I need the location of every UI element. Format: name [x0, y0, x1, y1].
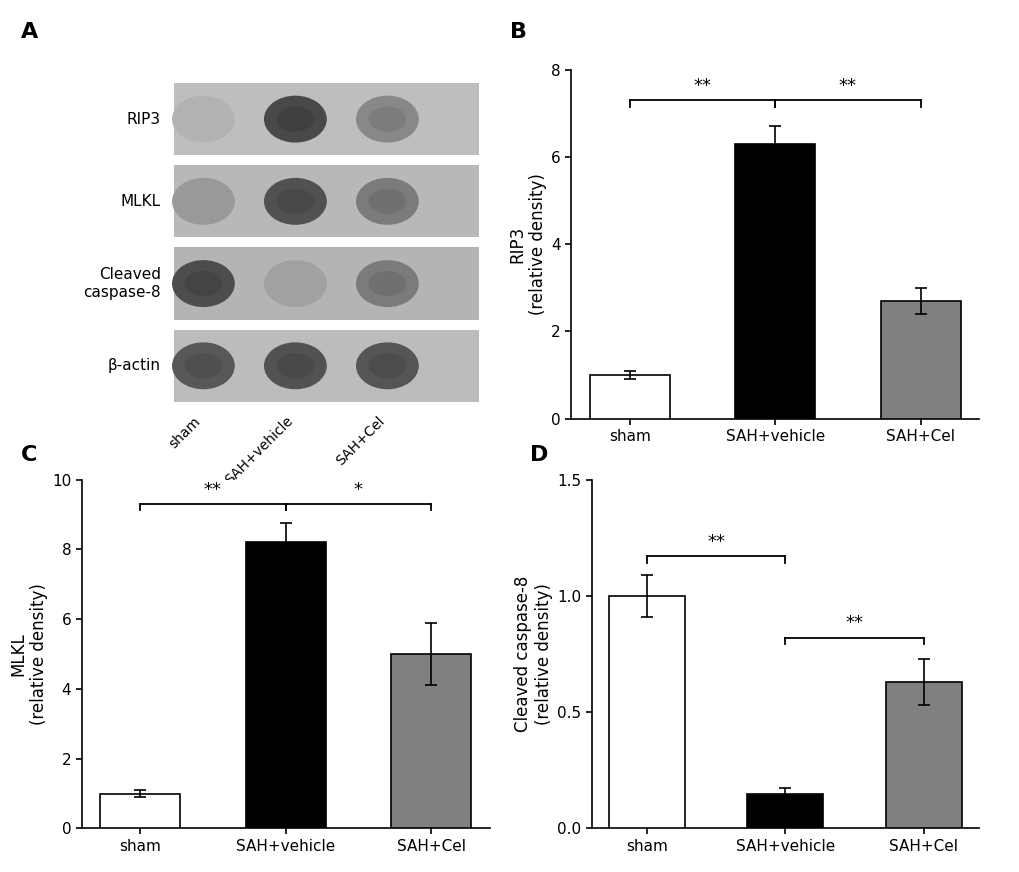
Ellipse shape	[356, 260, 419, 307]
Text: sham: sham	[166, 414, 203, 451]
Text: **: **	[204, 480, 222, 499]
Bar	[174, 330, 479, 402]
Text: SAH+vehicle: SAH+vehicle	[222, 414, 296, 487]
Bar	[879, 301, 960, 419]
Ellipse shape	[276, 188, 314, 214]
Y-axis label: RIP3
(relative density): RIP3 (relative density)	[507, 174, 546, 315]
Ellipse shape	[172, 260, 234, 307]
Ellipse shape	[356, 178, 419, 225]
Ellipse shape	[264, 96, 326, 143]
Text: β-actin: β-actin	[108, 358, 161, 373]
Ellipse shape	[172, 96, 234, 143]
Text: **: **	[838, 77, 856, 95]
Y-axis label: MLKL
(relative density): MLKL (relative density)	[9, 583, 48, 725]
Y-axis label: Cleaved caspase-8
(relative density): Cleaved caspase-8 (relative density)	[514, 576, 552, 732]
Text: C: C	[20, 445, 37, 465]
Text: **: **	[706, 533, 725, 551]
Ellipse shape	[368, 188, 406, 214]
Text: RIP3: RIP3	[126, 112, 161, 126]
Bar	[884, 682, 961, 828]
Text: **: **	[845, 615, 863, 632]
Bar	[100, 794, 180, 828]
Text: SAH+Cel: SAH+Cel	[333, 414, 387, 468]
Bar	[174, 166, 479, 237]
Ellipse shape	[276, 106, 314, 132]
Bar	[589, 375, 669, 419]
Bar	[747, 794, 822, 828]
Ellipse shape	[172, 178, 234, 225]
Ellipse shape	[356, 343, 419, 389]
Text: MLKL: MLKL	[120, 194, 161, 209]
Ellipse shape	[184, 353, 222, 378]
Ellipse shape	[264, 343, 326, 389]
Ellipse shape	[264, 260, 326, 307]
Text: **: **	[693, 77, 711, 95]
Text: Cleaved
caspase-8: Cleaved caspase-8	[83, 268, 161, 300]
Ellipse shape	[264, 178, 326, 225]
Text: B: B	[510, 22, 527, 42]
Text: *: *	[354, 480, 363, 499]
Text: D: D	[530, 445, 548, 465]
Ellipse shape	[172, 343, 234, 389]
Ellipse shape	[368, 271, 406, 296]
Ellipse shape	[368, 106, 406, 132]
Bar	[174, 83, 479, 155]
Text: A: A	[20, 22, 38, 42]
Bar	[246, 542, 325, 828]
Bar	[390, 654, 471, 828]
Bar	[735, 144, 814, 419]
Ellipse shape	[184, 271, 222, 296]
Bar	[174, 248, 479, 320]
Bar	[608, 596, 685, 828]
Ellipse shape	[356, 96, 419, 143]
Ellipse shape	[276, 353, 314, 378]
Ellipse shape	[368, 353, 406, 378]
